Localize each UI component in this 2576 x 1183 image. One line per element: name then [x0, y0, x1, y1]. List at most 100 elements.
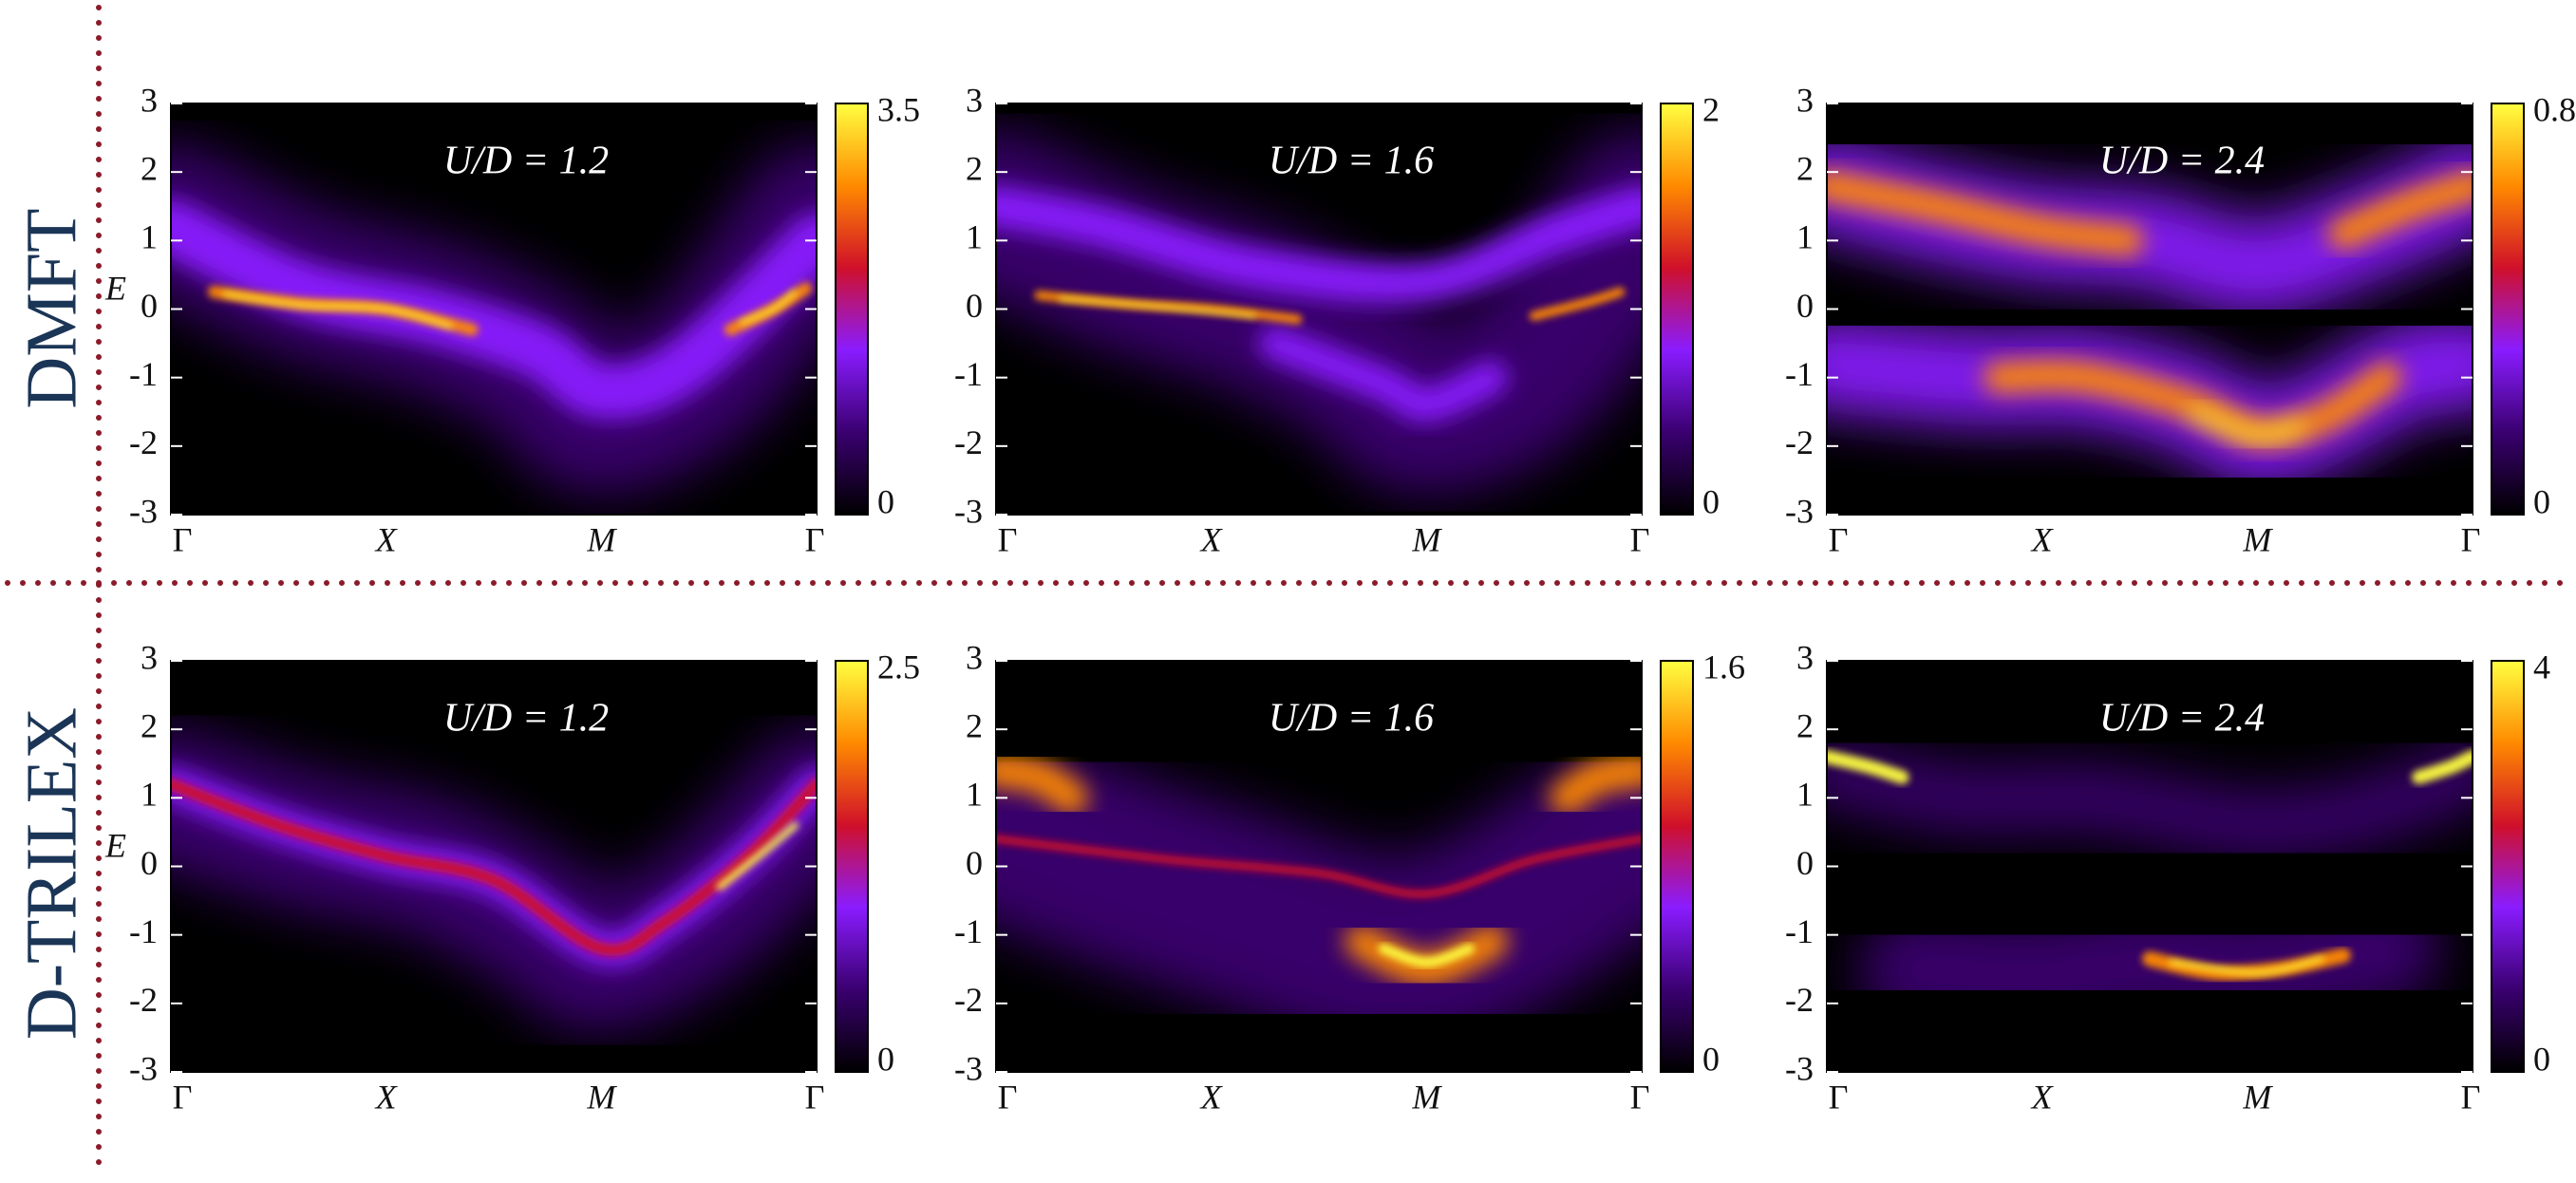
spectral-band	[739, 290, 798, 326]
y-tick-label: -3	[954, 492, 983, 530]
x-tick-label: Γ	[1829, 520, 1849, 558]
x-tick-label: X	[2030, 520, 2055, 558]
panel-title: U/D = 1.2	[443, 697, 609, 741]
x-tick-label: M	[1411, 520, 1442, 558]
y-tick-label: 2	[141, 706, 158, 744]
spectral-band	[222, 291, 453, 329]
colorbar-tick-label: 0	[2533, 1040, 2550, 1078]
x-tick-label: Γ	[998, 520, 1018, 558]
y-tick-label: -2	[1785, 981, 1814, 1019]
x-tick-label: M	[586, 520, 617, 558]
panel-title: U/D = 1.6	[1269, 140, 1434, 183]
colorbar-tick-label: 3.5	[877, 90, 920, 128]
colorbar	[2491, 103, 2525, 516]
x-tick-label: Γ	[173, 520, 193, 558]
y-tick-label: 2	[1796, 706, 1814, 744]
spectral-band	[996, 835, 1642, 898]
spectral-map	[171, 729, 817, 1031]
x-tick-label: Γ	[1630, 520, 1650, 558]
y-axis-label: E	[104, 270, 126, 308]
spectral-band	[2412, 749, 2473, 784]
colorbar-tick-label: 1.6	[1702, 648, 1745, 685]
y-tick-label: -3	[1785, 492, 1814, 530]
y-tick-label: -2	[129, 423, 158, 461]
spectral-band	[996, 185, 1642, 305]
colorbar-tick-label: 0	[877, 1040, 894, 1078]
spectral-band	[996, 729, 1642, 1047]
y-tick-label: 2	[1796, 149, 1814, 187]
y-tick-label: -1	[954, 355, 983, 393]
spectral-map	[1827, 736, 2473, 1031]
spectral-band	[171, 199, 817, 420]
colorbar-tick-label: 0.8	[2533, 90, 2576, 128]
y-tick-label: 0	[966, 844, 983, 882]
spectral-band	[1258, 326, 1509, 422]
x-tick-label: X	[1199, 1078, 1224, 1116]
y-tick-label: 2	[966, 149, 983, 187]
spectral-map	[171, 144, 817, 495]
colorbar-tick-label: 0	[1702, 482, 1720, 520]
y-tick-label: 0	[1796, 844, 1814, 882]
y-tick-label: 3	[141, 638, 158, 676]
x-tick-label: X	[2030, 1078, 2055, 1116]
spectral-band	[996, 753, 1089, 816]
y-tick-label: -3	[954, 1049, 983, 1087]
spectral-band	[1827, 749, 1909, 784]
y-tick-label: -2	[129, 981, 158, 1019]
x-tick-label: Γ	[2461, 1078, 2481, 1116]
x-tick-label: M	[2242, 520, 2273, 558]
y-tick-label: 1	[1796, 776, 1814, 814]
y-tick-label: -3	[1785, 1049, 1814, 1087]
x-tick-label: M	[1411, 1078, 1442, 1116]
x-tick-label: X	[374, 1078, 399, 1116]
spectral-map	[996, 130, 1642, 495]
spectral-band	[1984, 360, 2402, 449]
y-tick-label: -1	[1785, 355, 1814, 393]
y-tick-label: 1	[966, 218, 983, 256]
x-tick-label: Γ	[173, 1078, 193, 1116]
x-tick-label: M	[586, 1078, 617, 1116]
y-tick-label: -1	[1785, 912, 1814, 950]
spectral-band	[1059, 296, 1256, 318]
colorbar-tick-label: 2.5	[877, 648, 920, 685]
y-tick-label: 1	[141, 218, 158, 256]
spectral-band	[1344, 924, 1509, 986]
spectral-band	[171, 778, 817, 956]
colorbar-tick-label: 2	[1702, 90, 1720, 128]
x-tick-label: Γ	[805, 1078, 825, 1116]
x-tick-label: Γ	[1829, 1078, 1849, 1116]
colorbar-tick-label: 0	[1702, 1040, 1720, 1078]
y-tick-label: 0	[141, 844, 158, 882]
row-label: D-TRILEX	[11, 707, 91, 1040]
panel-title: U/D = 1.6	[1269, 697, 1434, 741]
x-tick-label: Γ	[998, 1078, 1018, 1116]
y-tick-label: 3	[141, 81, 158, 119]
y-axis-label: E	[104, 827, 126, 865]
y-tick-label: 3	[1796, 81, 1814, 119]
y-tick-label: 2	[966, 706, 983, 744]
y-tick-label: -1	[129, 912, 158, 950]
colorbar	[835, 660, 869, 1073]
row-label: DMFT	[11, 208, 91, 408]
y-tick-label: 1	[141, 776, 158, 814]
spectral-band	[716, 821, 799, 891]
y-tick-label: 0	[966, 287, 983, 325]
colorbar	[1660, 103, 1694, 516]
y-tick-label: 3	[966, 81, 983, 119]
y-tick-label: -2	[954, 981, 983, 1019]
panel-title: U/D = 1.2	[443, 140, 609, 183]
colorbar-tick-label: 0	[2533, 482, 2550, 520]
x-tick-label: Γ	[1630, 1078, 1650, 1116]
y-tick-label: -1	[954, 912, 983, 950]
x-tick-label: Γ	[2461, 520, 2481, 558]
y-tick-label: 0	[1796, 287, 1814, 325]
y-tick-label: 3	[966, 638, 983, 676]
y-tick-label: 3	[1796, 638, 1814, 676]
y-tick-label: 2	[141, 149, 158, 187]
spectral-band	[2327, 170, 2473, 250]
x-tick-label: X	[1199, 520, 1224, 558]
spectral-band	[2169, 956, 2324, 975]
y-tick-label: -2	[1785, 423, 1814, 461]
y-tick-label: -3	[129, 492, 158, 530]
